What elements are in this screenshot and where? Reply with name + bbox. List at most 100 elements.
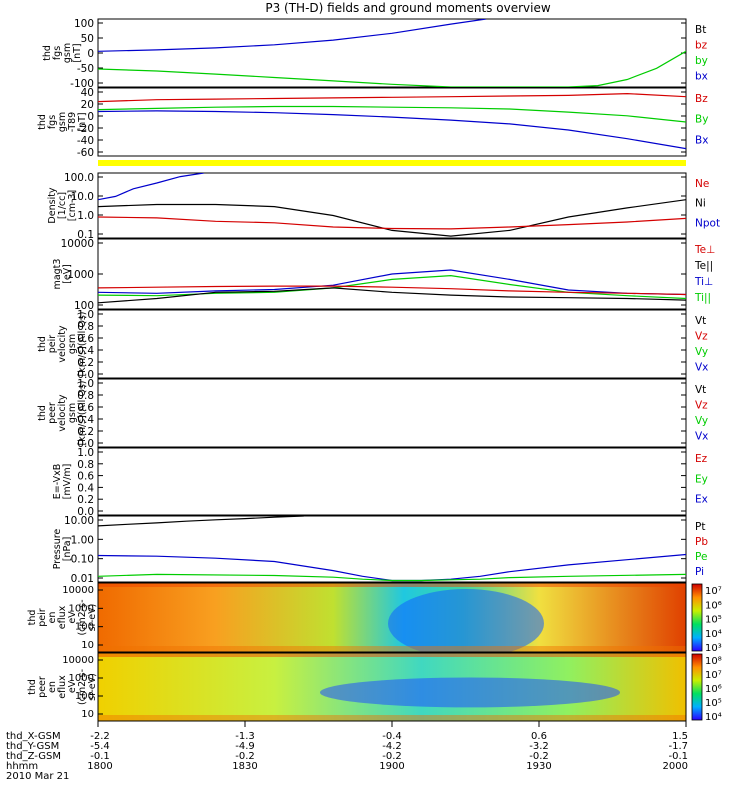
y-axis-label-line: peer [37,676,48,698]
y-axis-label: Pressure [nPa] [52,529,73,570]
y-tick-label: 0.2 [77,426,94,438]
x-row-label: thd_Z-GSM [6,751,61,762]
y-tick-label: 0.4 [77,414,94,426]
y-tick-label: 1.0 [77,447,94,459]
legend-pb: Pb [695,536,708,548]
y-tick-label: 0.8 [77,459,94,471]
y-tick-label: 10000 [62,585,94,596]
y-tick-label: 1.0 [77,210,94,222]
y-axis-label-line: eV [67,611,78,624]
y-axis-label-line: eflux [57,605,68,629]
panel-frame [97,87,687,157]
legend-bz: bz [695,40,708,52]
colorbar-label: 10⁵ [705,698,722,709]
spectrogram-core [320,677,620,708]
x-tick-value: 2000 [663,761,688,772]
y-axis-label-line: thd [37,405,48,421]
legend-pt: Pt [695,521,705,533]
x-tick-value: -4.2 [382,741,402,752]
y-tick-label: 20 [81,99,94,111]
y-tick-label: 0.8 [77,321,94,333]
y-axis-label-line: [1/cc] [57,192,68,219]
series-line-1 [98,269,686,296]
y-tick-label: -40 [77,135,94,147]
y-axis-label-line: magt3 [52,259,63,290]
colorbar-label: 10⁷ [705,670,722,681]
y-axis-label-line: thd [37,336,48,352]
y-axis-label-line: (cm2-s- [77,599,88,635]
x-tick-value: -0.1 [90,751,110,762]
colorbar-label: 10⁴ [705,712,722,723]
y-axis-label: thd peir velocity gsm [km/s](All Qs) [37,312,88,377]
colorbar-label: 10³ [705,643,722,654]
y-axis-label-line: peir [47,335,58,354]
legend-bx: bx [695,71,708,83]
panel-frame [97,447,687,516]
y-axis-label-line: velocity [57,325,68,363]
y-axis-label-line: thd [37,114,48,130]
legend-bz: Bz [695,93,708,105]
legend-pi: Pi [695,566,704,578]
y-axis-label-line: velocity [57,394,68,432]
y-axis-label-line: en [47,612,58,624]
series-line-3 [98,216,686,230]
y-axis-label: thd fgs gsm [nT] [42,43,83,63]
x-tick-value: -5.4 [90,741,110,752]
x-tick-value: 1830 [232,761,257,772]
y-axis-label-line: [km/s](All Qs) [77,381,88,446]
colorbar-label: 10⁶ [705,600,722,611]
colorbar-label: 10⁷ [705,586,722,597]
y-tick-label: 10000 [62,655,94,666]
x-tick-value: 1900 [379,761,404,772]
y-axis-label-line: eflux [57,675,68,699]
panel-frame [97,309,687,379]
y-axis-label-line: peir [37,608,48,627]
legend-vz: Vz [695,331,708,343]
colorbar-label: 10⁸ [705,656,722,667]
y-axis-label-line: [nT] [72,43,83,62]
y-axis-label-line: E=-VxB [52,464,63,499]
y-tick-label: 10 [81,709,94,720]
y-axis-label: thd fgs gsm -T89 [nT] [37,112,88,132]
y-axis-label-line: gsm [67,334,78,354]
y-tick-label: 0.1 [77,229,94,241]
y-axis-label: thd peer velocity gsm [km/s](All Qs) [37,381,88,446]
y-axis-label: Density [1/cc] [cm-3] [47,187,78,223]
flag-bar [98,160,686,166]
x-tick-value: -1.3 [235,731,255,742]
y-axis-label-line: thd [42,45,53,61]
y-axis-label-line: gsm [57,112,68,132]
panel-3: 100.0 10.0 1.0 0.1 Ne Ni Npot Density [1/cc] [cm-… [47,172,720,241]
y-tick-label: 100 [75,691,94,702]
y-axis-label-line: gsm [67,403,78,423]
y-axis-label: magt3 [eV] [52,259,73,290]
y-tick-label: 10.00 [64,515,94,527]
y-axis-label-line: -T89 [67,112,78,132]
x-tick-value: -0.4 [382,731,402,742]
legend-vx: Vx [695,431,708,443]
legend-te: Te|| [694,260,713,272]
y-axis-label-line: Pressure [52,529,63,570]
legend-bx: Bx [695,134,708,146]
x-tick-value: -2.2 [90,731,110,742]
panel-6: 1.00.80.60.40.20.0 Vt Vz Vy Vx thd peer velocit… [37,378,708,450]
legend-ni: Ni [695,198,706,210]
panel-frame [97,582,687,653]
y-axis-label-line: peer [47,402,58,424]
panel-frame [97,515,687,583]
legend-vx: Vx [695,362,708,374]
x-tick-value: 1.5 [672,731,688,742]
legend-vy: Vy [695,415,708,427]
spectrogram-band [98,653,686,657]
panel-5: 1.00.80.60.40.20.0 Vt Vz Vy Vx thd peir velocit… [37,309,708,381]
x-row-label: thd_X-GSM [6,731,61,742]
legend-ex: Ex [695,494,708,506]
panel-1: 100 50 0 -50 -100 Bt bz by bx thd fgs gsm [nT] [42,18,708,90]
y-axis-label-line: sr-eV) [87,604,98,632]
series-line-2 [98,50,686,87]
y-tick-label: 0.4 [77,345,94,357]
panel-8: 10.00 1.00 0.10 0.01 Pt Pb Pe Pi Pressure [nPa] [52,515,708,585]
colorbar [691,583,703,652]
